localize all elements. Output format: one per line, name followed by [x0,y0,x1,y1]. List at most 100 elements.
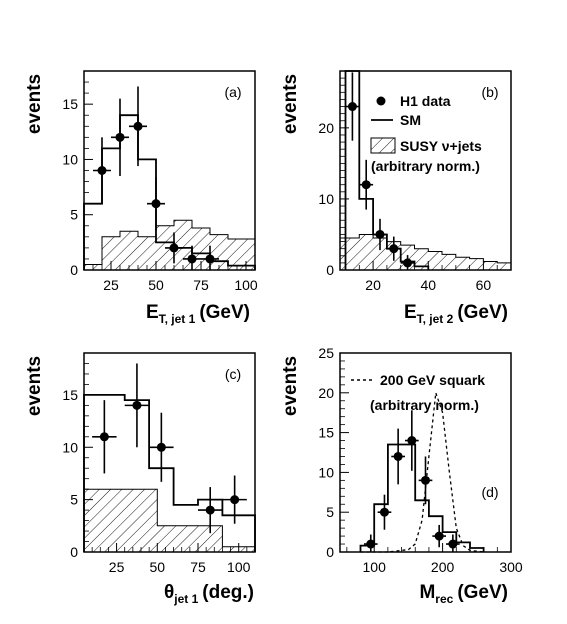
panel-c: 0 5 10 15 25 50 75 100 (c) events θjet 1 (deg.) [24,352,256,606]
squark-curve [360,392,484,553]
sm-histogram [83,393,256,552]
y-tick-label: 0 [326,262,334,278]
sm-histogram [83,114,256,270]
data-marker [99,432,109,442]
data-marker [132,400,142,410]
data-marker [421,475,430,485]
panel-a-histograms [83,114,256,271]
panel-b-data-points [345,72,415,270]
y-tick-label: 10 [318,464,334,480]
data-marker [366,539,376,549]
data-marker [403,258,413,268]
data-point [432,524,447,548]
panel-d-data-points [363,410,460,552]
x-tick-label: 75 [193,277,209,293]
y-tick-label: 10 [62,151,78,167]
x-tick-label: 60 [476,277,492,293]
data-point [222,475,247,524]
data-point [198,487,223,534]
y-tick-label: 0 [70,262,78,278]
y-tick-label: 0 [70,544,78,560]
data-marker [133,121,143,131]
panel-c-xlabel: θjet 1 (deg.) [164,582,254,606]
data-marker [205,254,215,264]
x-tick-label: 25 [109,559,125,575]
x-tick-label: 25 [103,277,119,293]
panel-d: 0 5 10 15 20 25 100 200 300 (d) events Mrec (GeV)… [280,345,523,606]
data-point [359,159,374,210]
data-marker [389,244,399,254]
data-marker [375,229,385,239]
panel-d-frame [339,352,512,553]
x-tick-label: 20 [365,277,381,293]
y-tick-label: 20 [318,120,334,136]
data-point [345,72,360,141]
panel-c-label: (c) [225,366,241,382]
panel-d-label: (d) [481,484,498,500]
data-point [363,534,378,552]
y-tick-label: 15 [62,387,78,403]
legend-susy-swatch [370,137,396,154]
legend-susy-label: SUSY ν+jets [400,138,482,154]
data-marker [187,254,197,264]
panel-a-label: (a) [224,84,241,100]
y-tick-label: 20 [318,385,334,401]
legend-data-label: H1 data [400,93,451,109]
data-point [165,232,183,264]
y-tick-label: 5 [326,504,334,520]
x-tick-label: 50 [148,277,164,293]
data-marker [205,505,215,515]
data-marker [448,539,458,549]
x-tick-label: 75 [190,559,206,575]
panel-d-axes: 0 5 10 15 20 25 100 200 300 [318,345,522,575]
panel-d-xlabel: Mrec (GeV) [419,582,508,606]
data-marker [156,442,166,452]
data-marker [97,166,107,175]
x-tick-label: 40 [420,277,436,293]
susy-histogram [339,234,512,271]
data-marker [169,243,179,253]
x-tick-label: 100 [227,559,251,575]
legend-squark-sublabel: (arbitrary norm.) [370,397,479,413]
panel-c-histograms [83,393,256,553]
y-tick-label: 5 [70,492,78,508]
panel-b-label: (b) [481,84,498,100]
data-marker [361,180,371,190]
sm-histogram [359,443,485,552]
panel-a-axes: 0 5 10 15 25 50 75 100 [62,70,258,293]
data-point [404,410,419,471]
panel-b-legend: H1 data SM SUSY ν+jets (arbitrary norm.) [370,93,482,174]
legend-sm-label: SM [400,112,421,128]
y-tick-label: 15 [318,425,334,441]
data-point [93,137,111,204]
data-point [147,177,165,231]
panel-d-legend: 200 GeV squark (arbitrary norm.) [351,372,485,413]
y-tick-label: 10 [62,439,78,455]
data-point [386,236,401,261]
susy-histogram [83,488,256,553]
data-marker [115,132,125,142]
x-tick-label: 100 [363,559,387,575]
legend-susy-sublabel: (arbitrary norm.) [371,158,480,174]
data-marker [379,507,389,517]
legend-data-marker [376,96,386,106]
data-marker [347,102,357,112]
panel-c-ylabel: events [24,356,45,416]
data-point [111,98,129,177]
x-tick-label: 50 [149,559,165,575]
data-point [124,363,150,448]
data-point [400,255,415,270]
panel-d-ylabel: events [280,356,301,416]
data-marker [393,451,403,461]
data-point [92,400,117,474]
panel-c-data-points [92,363,247,534]
y-tick-label: 25 [318,345,334,361]
x-tick-label: 100 [234,277,258,293]
panel-d-histograms [359,392,485,553]
panel-b-ylabel: events [280,74,301,134]
data-marker [230,495,240,505]
y-tick-label: 0 [326,544,334,560]
panel-b-axes: 0 10 20 20 40 60 [318,70,512,293]
y-tick-label: 5 [70,207,78,223]
panel-c-axes: 0 5 10 15 25 50 75 100 [62,352,256,575]
